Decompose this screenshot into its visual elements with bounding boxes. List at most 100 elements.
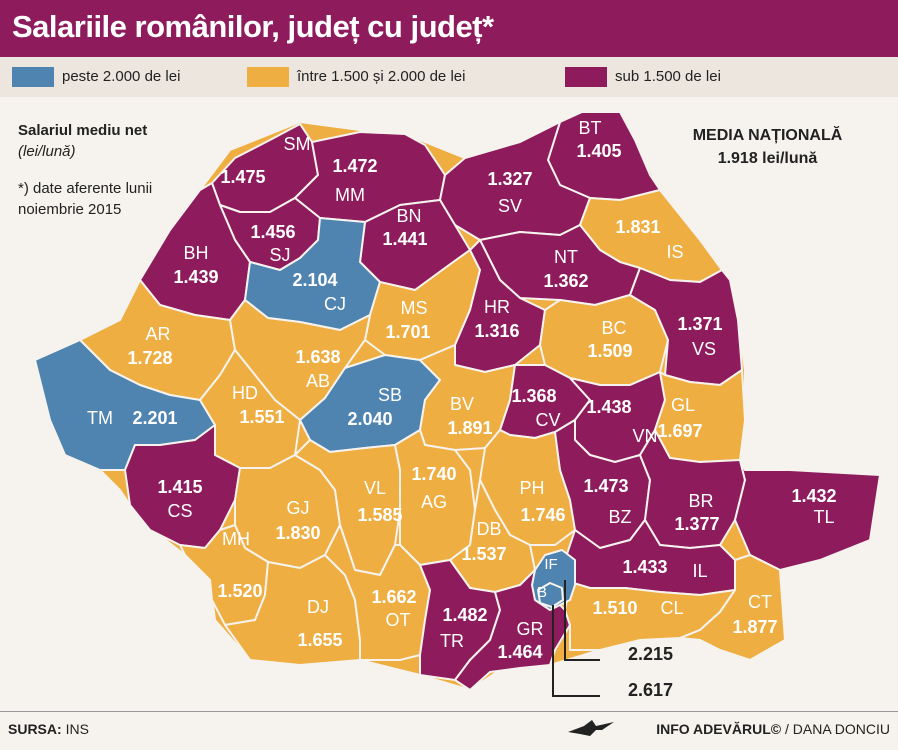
county-value-ot: 1.662 [371,587,416,607]
county-value-bz: 1.473 [583,476,628,496]
county-value-ab: 1.638 [295,347,340,367]
county-code-ag: AG [421,492,447,512]
county-b [537,582,564,608]
legend-swatch-low [565,67,607,87]
county-code-bn: BN [396,206,421,226]
credit-author: / DANA DONCIU [781,721,890,737]
county-value-ar: 1.728 [127,348,172,368]
county-value-mm: 1.472 [332,156,377,176]
county-value-ag: 1.740 [411,464,456,484]
note-title: Salariul mediu net [18,122,148,139]
county-code-ab: AB [306,371,330,391]
county-code-vn: VN [632,426,657,446]
county-value-vl: 1.585 [357,505,402,525]
county-code-sm: SM [284,134,311,154]
county-code-gj: GJ [286,498,309,518]
legend-swatch-high [12,67,54,87]
county-value-sv: 1.327 [487,169,532,189]
county-value-tr: 1.482 [442,605,487,625]
county-code-hr: HR [484,297,510,317]
county-value-is: 1.831 [615,217,660,237]
county-code-tm: TM [87,408,113,428]
county-value-gj: 1.830 [275,523,320,543]
county-value-bv: 1.891 [447,418,492,438]
county-value-sm: 1.475 [220,167,265,187]
county-code-bh: BH [183,243,208,263]
county-value-hd: 1.551 [239,407,284,427]
eagle-icon [568,720,614,736]
county-code-cj: CJ [324,294,346,314]
county-code-br: BR [688,491,713,511]
county-code-nt: NT [554,247,578,267]
county-value-ph: 1.746 [520,505,565,525]
county-gl [654,369,746,463]
county-code-bc: BC [601,318,626,338]
note-unit: (lei/lună) [18,143,76,160]
legend: peste 2.000 de lei între 1.500 și 2.000 … [0,57,898,97]
county-value-if: 2.215 [628,644,673,664]
source: SURSA: INS [8,721,89,737]
county-value-sb: 2.040 [347,409,392,429]
county-code-il: IL [692,561,707,581]
credit: INFO ADEVĂRUL© / DANA DONCIU [656,721,890,737]
county-value-sj: 1.456 [250,222,295,242]
county-code-is: IS [666,242,683,262]
source-value: INS [65,721,89,737]
national-average: MEDIA NAȚIONALĂ 1.918 lei/lună [660,124,875,170]
county-code-ph: PH [519,478,544,498]
county-value-cv: 1.368 [511,386,556,406]
county-code-bv: BV [450,394,474,414]
county-code-ar: AR [145,324,170,344]
county-value-cs: 1.415 [157,477,202,497]
county-vl [294,439,401,576]
county-code-mh: MH [222,529,250,549]
county-value-il: 1.433 [622,557,667,577]
county-code-ct: CT [748,592,772,612]
county-value-mh: 1.520 [217,581,262,601]
county-value-nt: 1.362 [543,271,588,291]
county-value-cl: 1.510 [592,598,637,618]
county-code-gl: GL [671,395,695,415]
county-code-cv: CV [535,410,560,430]
county-value-hr: 1.316 [474,321,519,341]
county-code-b: B [537,584,547,601]
county-value-bt: 1.405 [576,141,621,161]
county-value-br: 1.377 [674,514,719,534]
county-value-b: 2.617 [628,680,673,700]
county-code-cs: CS [167,501,192,521]
county-code-ot: OT [386,610,411,630]
leader-line-if [564,580,600,661]
county-code-vl: VL [364,478,386,498]
county-value-vs: 1.371 [677,314,722,334]
county-value-db: 1.537 [461,544,506,564]
legend-label-low: sub 1.500 de lei [615,68,721,85]
county-value-bh: 1.439 [173,267,218,287]
county-code-dj: DJ [307,597,329,617]
credit-brand: INFO ADEVĂRUL© [656,721,782,737]
county-code-bt: BT [578,118,601,138]
county-value-tl: 1.432 [791,486,836,506]
county-value-gl: 1.697 [657,421,702,441]
legend-label-mid: între 1.500 și 2.000 de lei [297,68,466,85]
county-value-gr: 1.464 [497,642,542,662]
county-value-vn: 1.438 [586,397,631,417]
county-value-bc: 1.509 [587,341,632,361]
county-code-vs: VS [692,339,716,359]
county-code-tr: TR [440,631,464,651]
source-label: SURSA: [8,721,62,737]
footer-divider [0,711,898,712]
county-code-db: DB [476,519,501,539]
county-code-tl: TL [813,507,834,527]
county-ct [679,554,786,661]
title-bar: Salariile românilor, județ cu județ* [0,0,898,57]
county-code-bz: BZ [608,507,631,527]
county-value-ct: 1.877 [732,617,777,637]
legend-swatch-mid [247,67,289,87]
county-code-sb: SB [378,385,402,405]
county-code-sj: SJ [269,245,290,265]
county-code-if: IF [544,556,557,573]
county-value-cj: 2.104 [292,270,337,290]
county-value-bn: 1.441 [382,229,427,249]
national-average-label: MEDIA NAȚIONALĂ [692,127,843,144]
county-code-gr: GR [517,619,544,639]
